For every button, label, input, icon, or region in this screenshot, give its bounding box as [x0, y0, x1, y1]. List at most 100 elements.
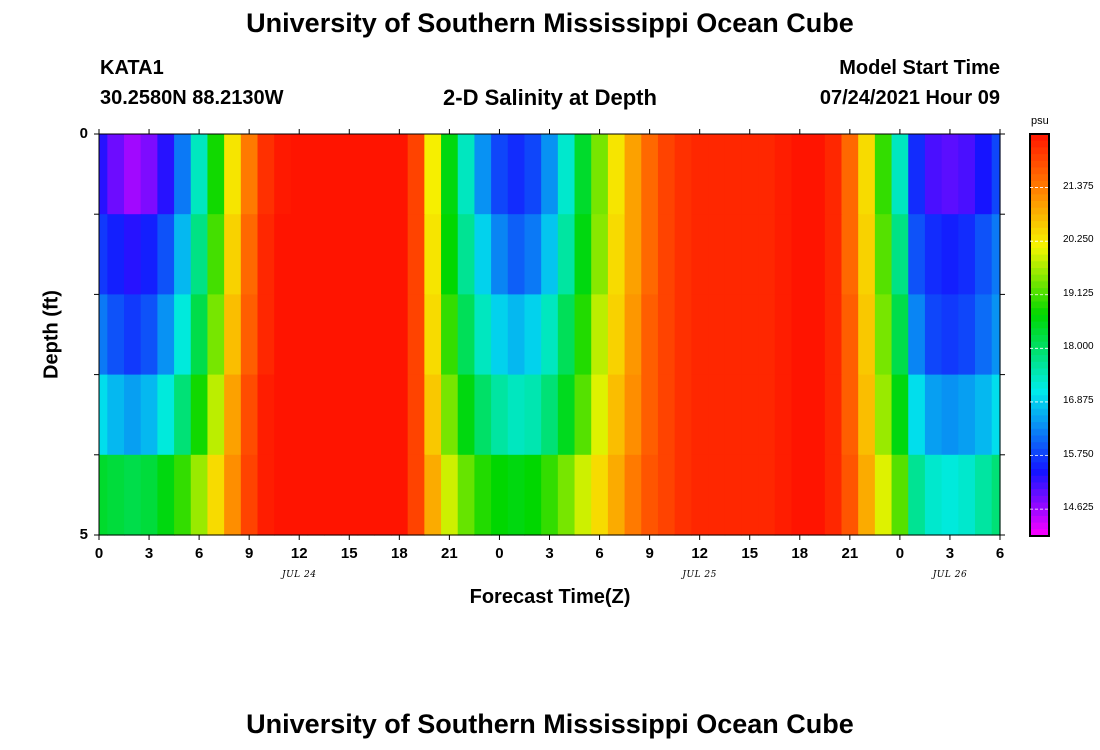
- heatmap-cell: [941, 214, 959, 295]
- heatmap-cell: [340, 214, 359, 295]
- heatmap-cell: [190, 374, 209, 456]
- heatmap-cell: [274, 134, 292, 215]
- heatmap-cell: [874, 374, 893, 456]
- heatmap-cell: [274, 454, 292, 536]
- heatmap-cell: [274, 374, 292, 456]
- heatmap-cell: [591, 294, 609, 376]
- heatmap-cell: [507, 374, 526, 456]
- heatmap-cell: [607, 214, 626, 295]
- heatmap-cell: [207, 134, 225, 215]
- heatmap-cell: [724, 134, 742, 215]
- heatmap-cell: [240, 454, 259, 536]
- heatmap-cell: [808, 374, 826, 456]
- heatmap-cell: [657, 374, 676, 456]
- heatmap-cell: [207, 454, 225, 536]
- colorbar-segment: [1030, 415, 1049, 423]
- heatmap-cell: [958, 134, 976, 215]
- heatmap-cell: [841, 374, 859, 456]
- heatmap-cell: [691, 454, 709, 536]
- heatmap-cell: [124, 294, 142, 376]
- heatmap-cell: [808, 214, 826, 295]
- heatmap-cell: [641, 294, 659, 376]
- x-tick-label: 0: [94, 545, 104, 562]
- heatmap-cell: [741, 214, 759, 295]
- x-axis-ticks: [98, 129, 1001, 540]
- heatmap-cell: [340, 374, 359, 456]
- colorbar-segment: [1030, 428, 1049, 437]
- station-location: 30.2580N 88.2130W: [100, 87, 284, 109]
- x-tick-label: 9: [244, 545, 254, 562]
- heatmap-cell: [908, 294, 926, 376]
- heatmap-cell: [691, 294, 709, 376]
- heatmap-cell: [991, 214, 1001, 295]
- colorbar-segment: [1030, 361, 1049, 370]
- heatmap-cell: [674, 454, 692, 536]
- colorbar-segment: [1030, 482, 1049, 490]
- heatmap-cell: [190, 454, 209, 536]
- heatmap-cell: [624, 214, 642, 295]
- heatmap-cell: [774, 454, 793, 536]
- colorbar-tick-label: 21.375: [1063, 180, 1094, 192]
- heatmap-cell: [741, 294, 759, 376]
- heatmap-cell: [257, 454, 275, 536]
- colorbar-segment: [1030, 522, 1049, 530]
- heatmap-cell: [607, 134, 626, 215]
- x-tick-label: 21: [441, 545, 458, 562]
- heatmap-cell: [407, 134, 425, 215]
- model-start-label: Model Start Time: [839, 57, 1000, 79]
- heatmap-cell: [207, 214, 225, 295]
- colorbar-segment: [1030, 241, 1049, 249]
- heatmap-cell: [891, 294, 909, 376]
- colorbar-segment: [1030, 314, 1049, 323]
- heatmap-cell: [157, 214, 175, 295]
- heatmap-cell: [524, 214, 542, 295]
- heatmap-cell: [107, 454, 125, 536]
- heatmap-cell: [257, 294, 275, 376]
- heatmap-cell: [207, 294, 225, 376]
- heatmap-cell: [491, 134, 509, 215]
- heatmap-cell: [474, 454, 492, 536]
- heatmap-cell: [240, 134, 259, 215]
- heatmap-cell: [224, 374, 242, 456]
- heatmap-cell: [407, 294, 425, 376]
- heatmap-cells: [99, 134, 1001, 536]
- heatmap-cell: [457, 374, 476, 456]
- heatmap-cell: [974, 214, 993, 295]
- heatmap-cell: [507, 294, 526, 376]
- heatmap-cell: [240, 294, 259, 376]
- colorbar-segment: [1030, 180, 1049, 189]
- heatmap-cell: [541, 134, 559, 215]
- heatmap-cell: [891, 134, 909, 215]
- colorbar-segment: [1030, 469, 1049, 477]
- colorbar-segment: [1030, 268, 1049, 276]
- heatmap-cell: [157, 374, 175, 456]
- heatmap-cell: [541, 374, 559, 456]
- heatmap-cell: [240, 374, 259, 456]
- heatmap-cell: [441, 134, 459, 215]
- colorbar-segment: [1030, 388, 1049, 396]
- heatmap-cell: [941, 454, 959, 536]
- colorbar-unit: psu: [1031, 115, 1049, 127]
- heatmap-cell: [340, 454, 359, 536]
- colorbar-segment: [1030, 160, 1049, 169]
- heatmap-cell: [557, 294, 576, 376]
- heatmap-cell: [758, 454, 776, 536]
- heatmap-cell: [357, 134, 375, 215]
- heatmap-cell: [808, 454, 826, 536]
- heatmap-cell: [591, 134, 609, 215]
- heatmap-cell: [741, 134, 759, 215]
- colorbar-segment: [1030, 288, 1049, 296]
- heatmap-cell: [824, 374, 843, 456]
- heatmap-cell: [424, 214, 442, 295]
- heatmap-cell: [991, 374, 1001, 456]
- heatmap-cell: [274, 214, 292, 295]
- colorbar-segment: [1030, 529, 1049, 537]
- heatmap-cell: [641, 374, 659, 456]
- heatmap-cell: [290, 374, 309, 456]
- heatmap-cell: [891, 374, 909, 456]
- x-tick-label: 6: [595, 545, 604, 562]
- heatmap-cell: [274, 294, 292, 376]
- heatmap-cell: [290, 294, 309, 376]
- heatmap-cell: [624, 294, 642, 376]
- heatmap-cell: [190, 294, 209, 376]
